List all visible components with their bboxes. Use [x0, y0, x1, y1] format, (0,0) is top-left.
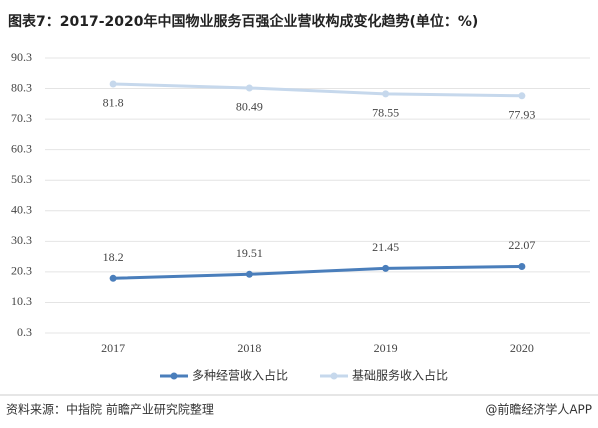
data-label: 81.8	[103, 96, 124, 110]
point	[109, 274, 117, 282]
point	[518, 92, 526, 100]
legend-label: 基础服务收入占比	[352, 368, 448, 383]
y-tick-label: 60.3	[11, 141, 32, 155]
series-line	[113, 82, 522, 98]
point	[245, 84, 253, 92]
x-tick-label: 2018	[237, 341, 261, 355]
y-tick-label: 10.3	[11, 294, 32, 308]
y-tick-label: 80.3	[11, 80, 32, 94]
data-label: 21.45	[372, 240, 399, 254]
data-label: 22.07	[508, 238, 535, 252]
source: 资料来源：中指院 前瞻产业研究院整理	[6, 402, 214, 417]
data-label: 80.49	[236, 100, 263, 114]
y-tick-label: 40.3	[11, 203, 32, 217]
series-line	[113, 264, 522, 280]
legend-marker	[170, 372, 178, 380]
y-tick-label: 50.3	[11, 172, 32, 186]
legend-marker	[330, 372, 338, 380]
chart-title: 图表7：2017-2020年中国物业服务百强企业营收构成变化趋势(单位：%)	[8, 13, 478, 30]
y-tick-label: 90.3	[11, 50, 32, 64]
y-tick-label: 70.3	[11, 111, 32, 125]
y-tick-label: 30.3	[11, 233, 32, 247]
point	[245, 270, 253, 278]
point	[382, 90, 390, 98]
point	[382, 264, 390, 272]
data-label: 78.55	[372, 106, 399, 120]
x-tick-label: 2017	[101, 341, 125, 355]
point	[109, 80, 117, 88]
x-tick-label: 2020	[510, 341, 534, 355]
x-tick-label: 2019	[374, 341, 398, 355]
y-tick-label: 20.3	[11, 264, 32, 278]
data-label: 77.93	[508, 108, 535, 122]
brand: @前瞻经济学人APP	[485, 402, 592, 417]
point	[518, 262, 526, 270]
data-label: 18.2	[103, 250, 124, 264]
legend-label: 多种经营收入占比	[192, 368, 288, 383]
y-tick-label: 0.3	[17, 325, 32, 339]
data-label: 19.51	[236, 246, 263, 260]
